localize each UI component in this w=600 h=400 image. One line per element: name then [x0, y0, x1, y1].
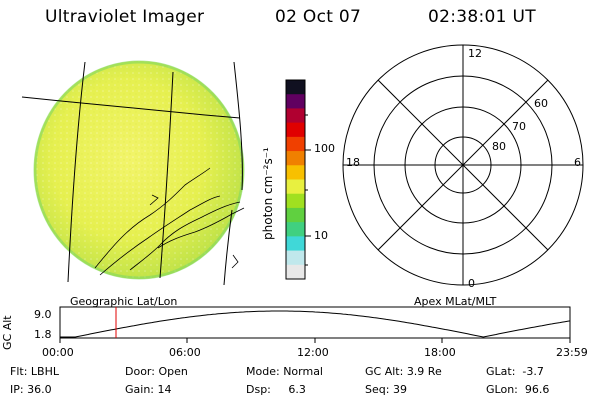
- altitude-xticks: [59, 338, 571, 343]
- altitude-ylabel: GC Alt: [1, 315, 14, 350]
- polar-label-80: 80: [492, 140, 506, 153]
- polar-label-12: 12: [468, 47, 482, 60]
- app-title: Ultraviolet Imager: [45, 7, 205, 27]
- altitude-ytick-top: 9.0: [34, 308, 52, 321]
- info-gc-alt: GC Alt: 3.9 Re: [365, 365, 442, 378]
- header-date: 02 Oct 07: [275, 7, 362, 27]
- polar-label-70: 70: [512, 120, 526, 133]
- colorbar-band: [286, 207, 305, 223]
- colorbar-band: [286, 108, 305, 124]
- altitude-xtick-1800: 18:00: [424, 346, 456, 359]
- info-gain: Gain: 14: [125, 383, 172, 396]
- colorbar-band: [286, 236, 305, 252]
- colorbar-band: [286, 80, 305, 95]
- altitude-xtick-0000: 00:00: [42, 346, 74, 359]
- info-flt: Flt: LBHL: [10, 365, 59, 378]
- coastlines: [94, 167, 245, 276]
- colorbar-band: [286, 151, 305, 166]
- altitude-curve: [60, 310, 571, 338]
- colorbar-band: [286, 250, 305, 266]
- altitude-xtick-2359: 23:59: [556, 346, 588, 359]
- colorbar-band: [286, 222, 305, 237]
- polar-label-60: 60: [534, 97, 548, 110]
- polar-label-6: 6: [574, 156, 581, 169]
- altitude-xtick-0600: 06:00: [169, 346, 201, 359]
- colorbar-band: [286, 165, 305, 181]
- info-ip: IP: 36.0: [10, 383, 52, 396]
- polar-label-0: 0: [468, 277, 475, 290]
- polar-caption: Apex MLat/MLT: [414, 295, 497, 308]
- colorbar-label-100: 100: [314, 142, 335, 155]
- colorbar-band: [286, 264, 305, 280]
- colorbar-gradient: [286, 80, 305, 280]
- polar-label-18: 18: [346, 156, 360, 169]
- info-dsp: Dsp: 6.3: [246, 383, 306, 396]
- colorbar-band: [286, 193, 305, 209]
- colorbar-frame: [285, 79, 306, 280]
- info-door: Door: Open: [125, 365, 188, 378]
- info-glon: GLon: 96.6: [486, 383, 550, 396]
- colorbar-band: [286, 94, 305, 110]
- altitude-xtick-1200: 12:00: [297, 346, 329, 359]
- polar-diagonal-2: [377, 79, 549, 251]
- header-time: 02:38:01 UT: [428, 7, 536, 27]
- info-seq: Seq: 39: [365, 383, 407, 396]
- altitude-ytick-bottom: 1.8: [34, 328, 52, 341]
- info-mode: Mode: Normal: [246, 365, 323, 378]
- uv-disk-texture: [34, 61, 244, 279]
- colorbar-band: [286, 179, 305, 195]
- info-glat: GLat: -3.7: [486, 365, 544, 378]
- uv-disk-limb: [33, 60, 245, 280]
- colorbar-label-10: 10: [314, 229, 328, 242]
- geo-grid: [21, 61, 243, 286]
- colorbar-band: [286, 122, 305, 138]
- colorbar-band: [286, 136, 305, 152]
- geographic-caption: Geographic Lat/Lon: [70, 295, 178, 308]
